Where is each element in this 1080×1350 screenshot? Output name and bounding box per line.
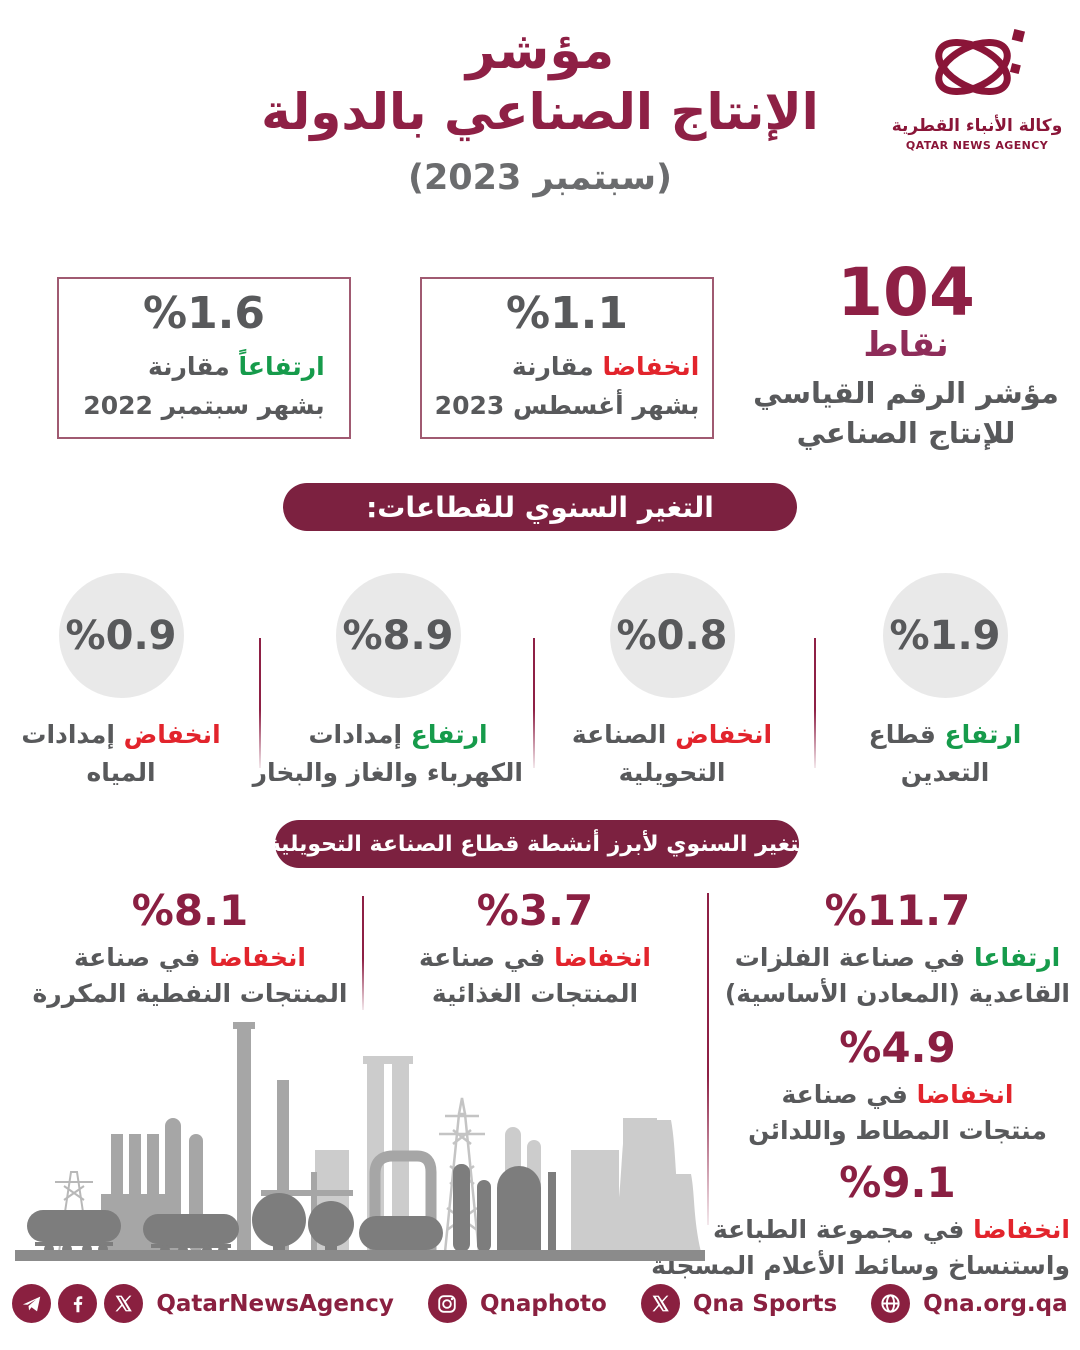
instagram-icon[interactable] [427, 1284, 467, 1323]
sector-mining-label: ارتفاع قطاع التعدين [868, 720, 1022, 787]
sector-manufacturing-circle: %0.8 [609, 573, 735, 698]
monthly-change-label: انخفاضا مقارنة بشهر أغسطس 2023 [434, 352, 700, 421]
sector-water-value: %0.9 [65, 612, 177, 659]
subtitle-date: (سبتمبر 2023) [407, 158, 673, 199]
sector-water-circle: %0.9 [58, 573, 184, 698]
stat-food-products: %3.7 انخفاضا في صناعة المنتجات الغذائية [385, 886, 685, 1013]
footer-group-website: Qna.org.qa [871, 1284, 1068, 1323]
stat-basic-metals-label: ارتفاعا في صناعة الفلزات القاعدية (المعا… [724, 943, 1070, 1009]
page-title: مؤشر الإنتاج الصناعي بالدولة (سبتمبر 202… [150, 20, 930, 198]
stat-food-products-label: انخفاضا في صناعة المنتجات الغذائية [419, 943, 651, 1009]
factory-skyline-illustration [15, 1022, 705, 1264]
footer-group-photo: Qnaphoto [427, 1284, 607, 1323]
monthly-comparison-card: %1.1 انخفاضا مقارنة بشهر أغسطس 2023 [420, 277, 714, 439]
title-line-2: الإنتاج الصناعي بالدولة [261, 83, 819, 142]
divider [533, 638, 535, 768]
logo-arabic-name: وكالة الأنباء القطرية [891, 116, 1063, 136]
handle-qatarnewsagency[interactable]: QatarNewsAgency [156, 1290, 394, 1317]
yearly-comparison-card: %1.6 ارتفاعاً مقارنة بشهر سبتمبر 2022 [57, 277, 351, 439]
stat-refined-petroleum-value: %8.1 [131, 886, 249, 935]
stat-refined-petroleum: %8.1 انخفاضا في صناعة المنتجات النفطية ا… [25, 886, 355, 1013]
footer-main-icons [12, 1284, 144, 1323]
stat-refined-petroleum-label: انخفاضا في صناعة المنتجات النفطية المكرر… [32, 943, 348, 1009]
sector-mining: %1.9 ارتفاع قطاع التعدين [820, 573, 1070, 791]
sector-electricity-label: ارتفاع إمدادات الكهرباء والغاز والبخار [252, 720, 523, 787]
sector-electricity-circle: %8.9 [335, 573, 461, 698]
index-points-summary: 104 نقاط مؤشر الرقم القياسي للإنتاج الصن… [752, 258, 1060, 454]
sector-manufacturing: %0.8 انخفاض الصناعة التحويلية [547, 573, 797, 791]
sector-water-label: انخفاض إمدادات المياه [21, 720, 221, 787]
sector-mining-value: %1.9 [889, 612, 1001, 659]
title-line-1: مؤشر [465, 21, 615, 81]
x-icon[interactable] [104, 1284, 144, 1323]
divider [362, 896, 364, 1010]
index-points-unit: نقاط [863, 325, 949, 366]
telegram-icon[interactable] [12, 1284, 52, 1323]
sector-water-supply: %0.9 انخفاض إمدادات المياه [0, 573, 246, 791]
sector-manufacturing-label: انخفاض الصناعة التحويلية [571, 720, 773, 787]
handle-qnaphoto[interactable]: Qnaphoto [479, 1290, 607, 1317]
logo-english-name: QATAR NEWS AGENCY [905, 139, 1049, 152]
sector-mining-circle: %1.9 [882, 573, 1008, 698]
stat-printing-media-value: %9.1 [839, 1158, 956, 1207]
monthly-change-value: %1.1 [505, 288, 629, 340]
yearly-change-label: ارتفاعاً مقارنة بشهر سبتمبر 2022 [83, 352, 325, 421]
website-link[interactable]: Qna.org.qa [923, 1290, 1068, 1317]
index-points-label: مؤشر الرقم القياسي للإنتاج الصناعي [753, 375, 1059, 451]
stat-rubber-plastics: %4.9 انخفاضا في صناعة منتجات المطاط والل… [725, 1023, 1070, 1150]
sector-electricity-gas-steam: %8.9 ارتفاع إمدادات الكهرباء والغاز والب… [252, 573, 523, 791]
stat-rubber-plastics-label: انخفاضا في صناعة منتجات المطاط واللدائن [748, 1080, 1047, 1146]
globe-icon[interactable] [871, 1284, 911, 1323]
footer-social-bar: QatarNewsAgency Qnaphoto Qna Sports [0, 1284, 1080, 1323]
stat-printing-media: %9.1 انخفاضا في مجموعة الطباعة واستنساخ … [651, 1158, 1070, 1285]
stat-basic-metals: %11.7 ارتفاعا في صناعة الفلزات القاعدية … [724, 886, 1070, 1013]
index-points-value: 104 [837, 254, 975, 331]
divider [259, 638, 261, 768]
yearly-change-value: %1.6 [142, 288, 266, 340]
stat-food-products-value: %3.7 [476, 886, 594, 935]
divider [814, 638, 816, 768]
stat-printing-media-label: انخفاضا في مجموعة الطباعة واستنساخ وسائط… [651, 1215, 1070, 1281]
x-icon[interactable] [640, 1284, 680, 1323]
divider [707, 893, 709, 1225]
qna-logo: وكالة الأنباء القطرية QATAR NEWS AGENCY [882, 24, 1072, 152]
sectors-banner: التغير السنوي للقطاعات: [283, 483, 797, 531]
qna-swirl-icon [925, 28, 1029, 114]
stat-basic-metals-value: %11.7 [824, 886, 971, 935]
sector-manufacturing-value: %0.8 [616, 612, 728, 659]
facebook-icon[interactable] [58, 1284, 98, 1323]
stat-rubber-plastics-value: %4.9 [839, 1023, 956, 1072]
sector-electricity-value: %8.9 [342, 612, 454, 659]
footer-group-main: QatarNewsAgency [12, 1284, 394, 1323]
handle-qna-sports[interactable]: Qna Sports [692, 1290, 838, 1317]
manufacturing-banner: التغير السنوي لأبرز أنشطة قطاع الصناعة ا… [259, 820, 815, 868]
footer-group-sports: Qna Sports [640, 1284, 838, 1323]
